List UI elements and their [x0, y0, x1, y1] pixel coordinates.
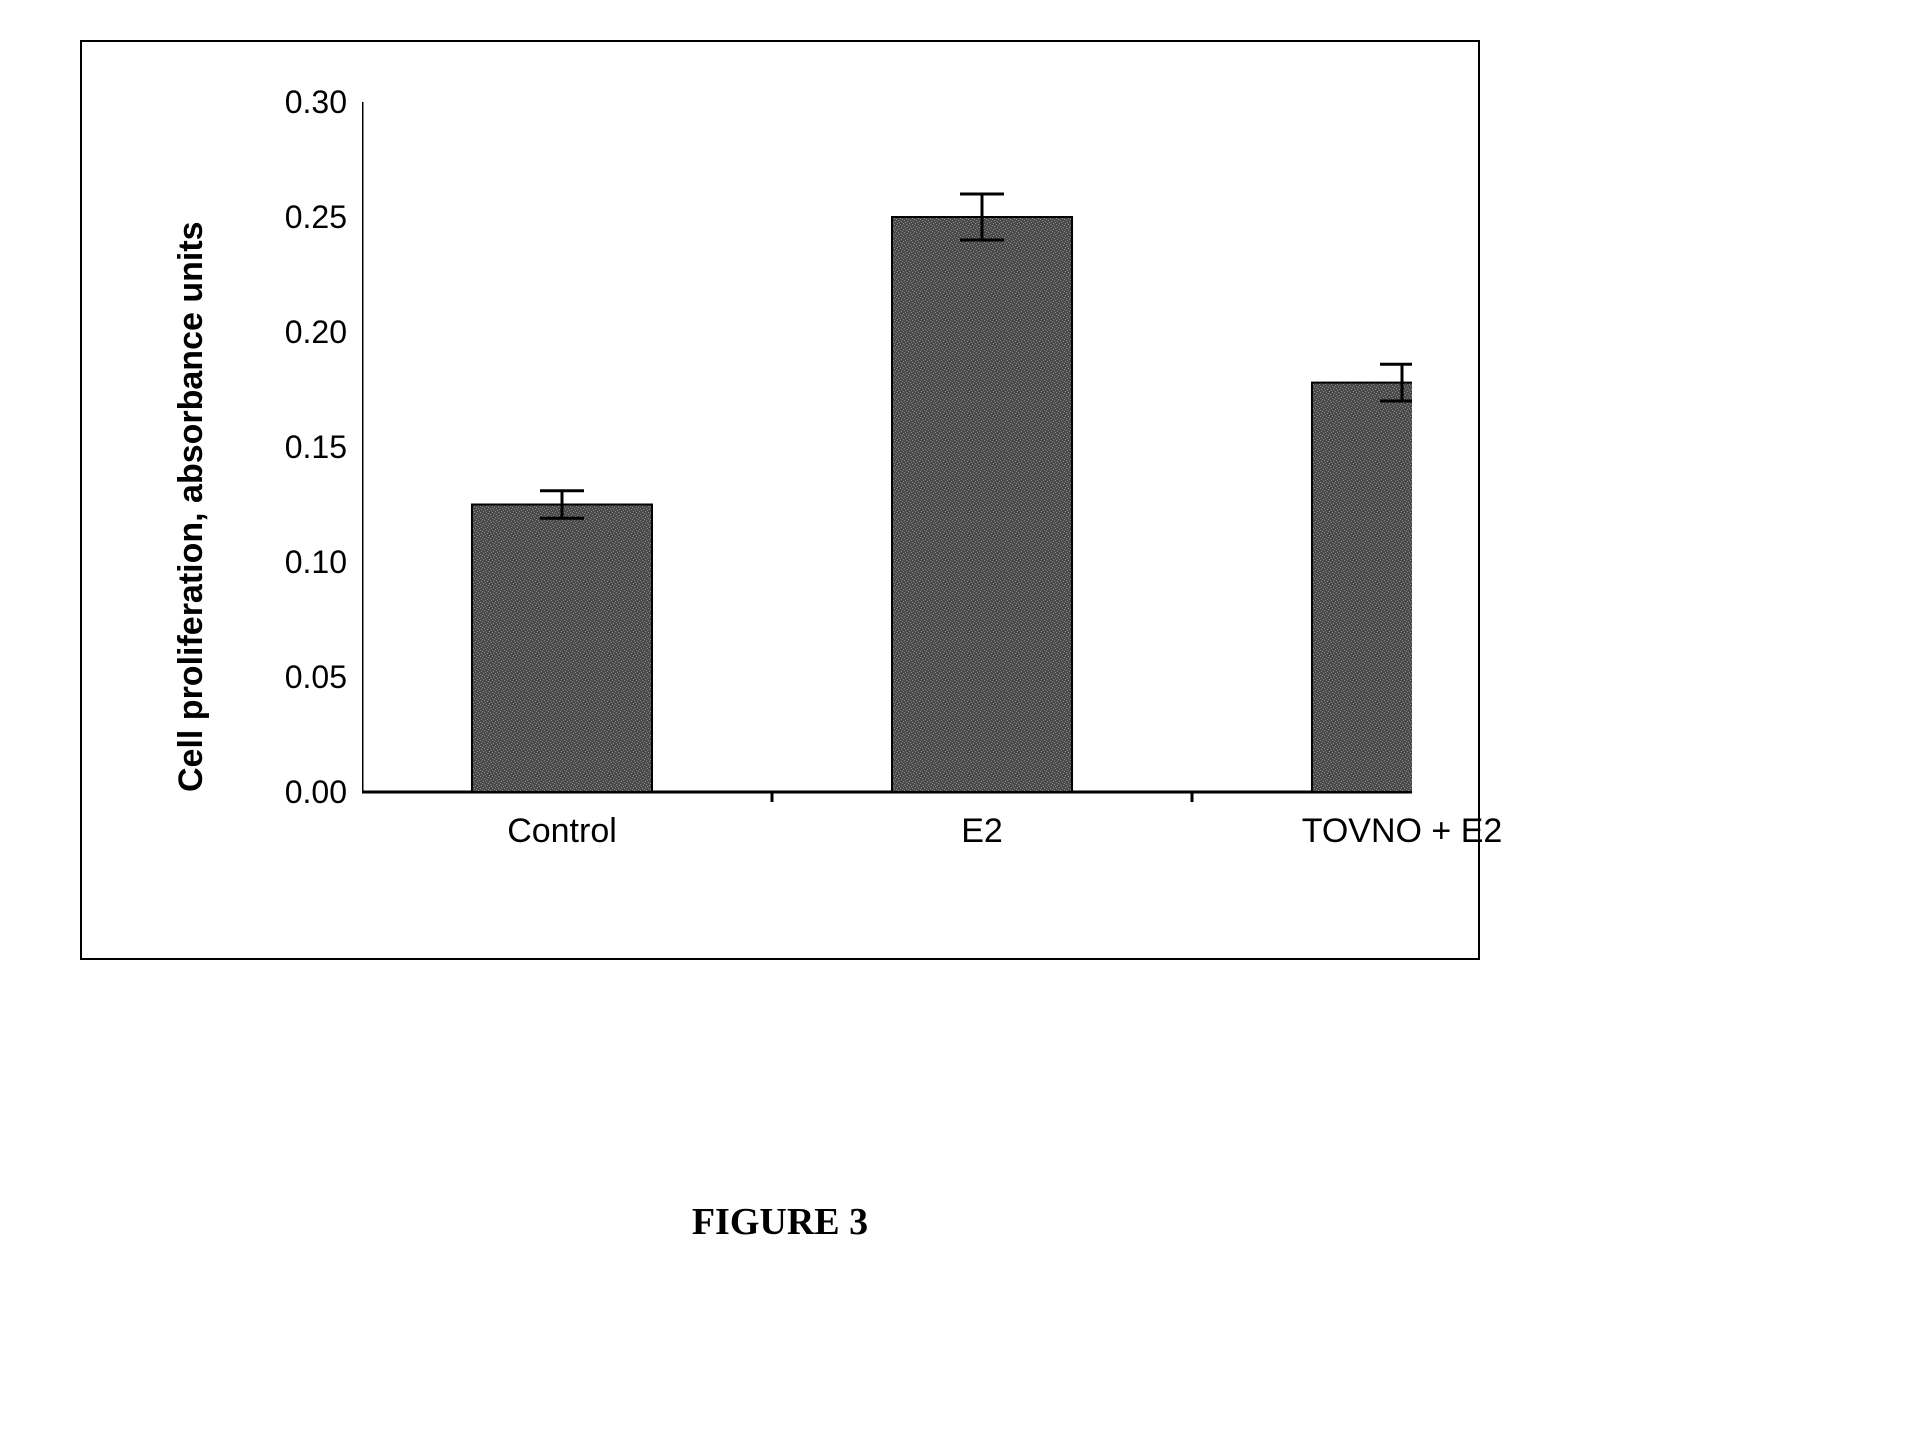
- bar-1: [892, 217, 1072, 792]
- bar-0: [472, 505, 652, 793]
- ytick-label-1: 0.05: [262, 659, 347, 696]
- category-label-0: Control: [382, 812, 742, 851]
- category-label-1: E2: [802, 812, 1162, 851]
- chart-svg: [362, 102, 1412, 812]
- ytick-label-0: 0.00: [262, 774, 347, 811]
- plot-area: [362, 102, 1412, 792]
- ytick-label-4: 0.20: [262, 314, 347, 351]
- chart-inner: Cell proliferation, absorbance units 0.0…: [132, 92, 1428, 878]
- ytick-label-6: 0.30: [262, 84, 347, 121]
- y-axis-label: Cell proliferation, absorbance units: [172, 221, 211, 792]
- page-root: Cell proliferation, absorbance units 0.0…: [0, 0, 1918, 1435]
- figure-caption: FIGURE 3: [0, 1200, 1560, 1244]
- bar-2: [1312, 383, 1412, 792]
- ytick-label-3: 0.15: [262, 429, 347, 466]
- ytick-label-5: 0.25: [262, 199, 347, 236]
- ytick-label-2: 0.10: [262, 544, 347, 581]
- category-label-2: TOVNO + E2: [1222, 812, 1582, 851]
- chart-frame: Cell proliferation, absorbance units 0.0…: [80, 40, 1480, 960]
- bars-group: [472, 194, 1412, 792]
